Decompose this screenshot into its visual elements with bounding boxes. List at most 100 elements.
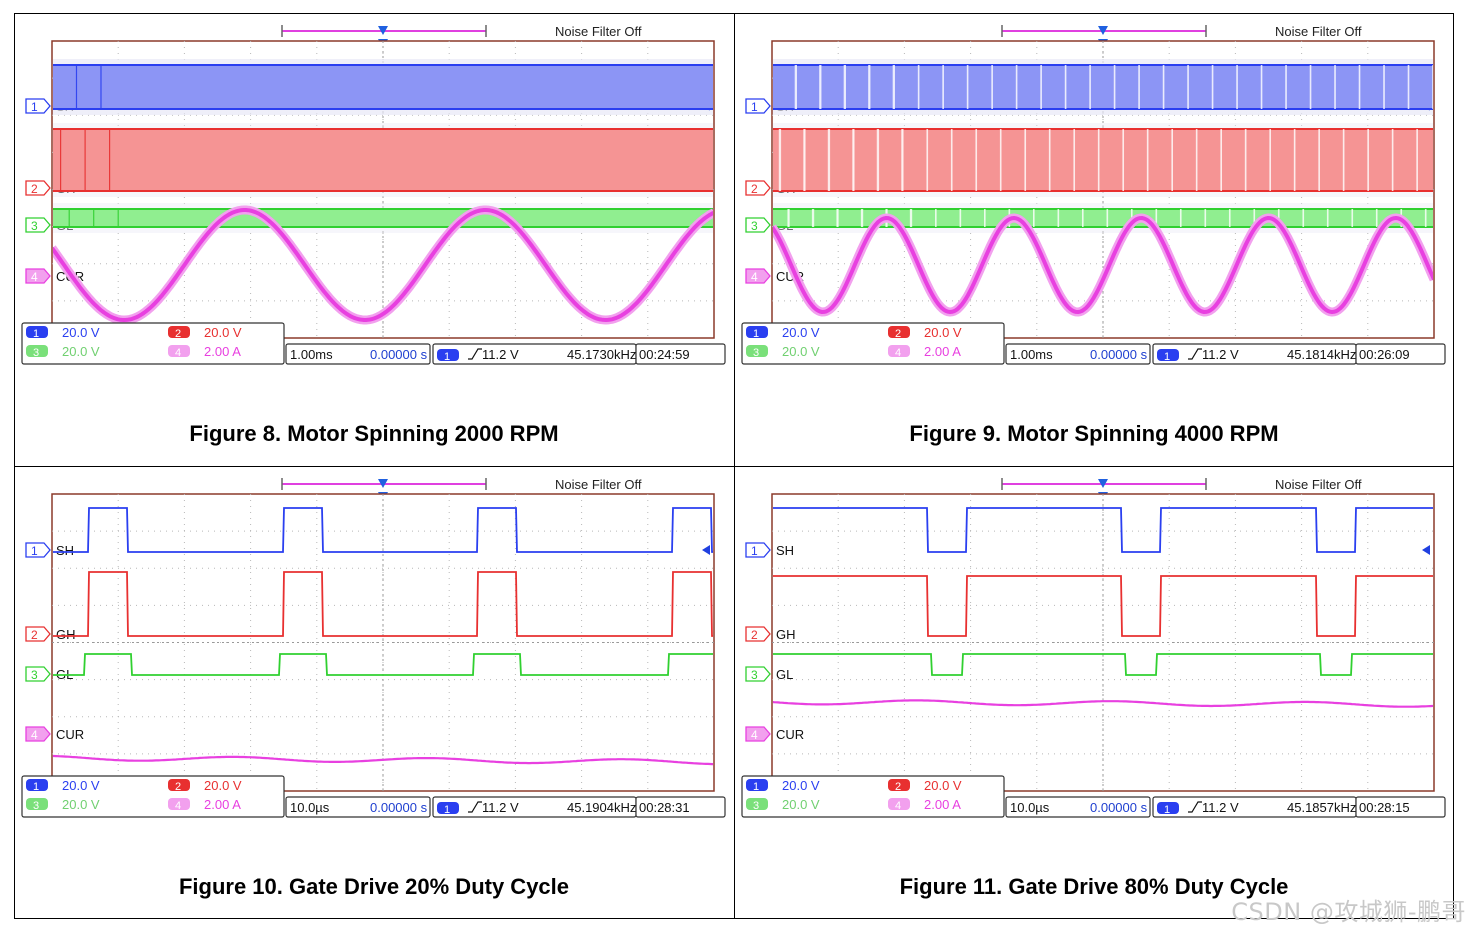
channel-scale-value: 20.0 V bbox=[62, 325, 100, 340]
channel-ground-marker bbox=[25, 726, 51, 742]
channel-badge bbox=[168, 345, 190, 357]
channel-ground-marker bbox=[745, 666, 771, 682]
timebase-div: 1.00ms bbox=[290, 347, 333, 362]
current-ripple-trace bbox=[53, 754, 713, 766]
channel-badge bbox=[746, 779, 768, 791]
trigger-position-marker-icon bbox=[378, 26, 388, 35]
channel-scale-value: 20.0 V bbox=[782, 325, 820, 340]
trigger-level: 11.2 V bbox=[482, 347, 519, 362]
channel-badge bbox=[746, 798, 768, 810]
channel-scale-panel bbox=[741, 322, 1005, 365]
trigger-channel-badge bbox=[437, 802, 459, 814]
channel-ground-marker bbox=[25, 268, 51, 284]
figure-caption: Figure 10. Gate Drive 20% Duty Cycle bbox=[178, 874, 570, 899]
channel-badge bbox=[168, 798, 190, 810]
channel-marker-number: 3 bbox=[31, 219, 38, 233]
pwm-band bbox=[773, 129, 1433, 191]
channel-marker-number: 2 bbox=[751, 182, 758, 196]
noise-filter-status: Noise Filter Off bbox=[1275, 477, 1362, 492]
waveform-traces bbox=[773, 59, 1433, 317]
channel-marker-number: 4 bbox=[31, 270, 38, 284]
grid-divider-horizontal bbox=[15, 466, 1453, 467]
channel-marker-number: 1 bbox=[751, 100, 758, 114]
timebase-panel bbox=[285, 343, 431, 365]
channel-marker-number: 3 bbox=[31, 668, 38, 682]
timebase-position: 0.00000 s bbox=[1090, 800, 1148, 815]
channel-scale-value: 20.0 V bbox=[62, 778, 100, 793]
timebase-position: 0.00000 s bbox=[1090, 347, 1148, 362]
channel-badge-number: 4 bbox=[175, 347, 181, 359]
trigger-frequency: 45.1814kHz bbox=[1287, 347, 1356, 362]
channel-scale-value: 20.0 V bbox=[782, 344, 820, 359]
waveform-traces bbox=[53, 507, 713, 766]
channel-badge-number: 3 bbox=[33, 347, 39, 359]
figure-caption: Figure 8. Motor Spinning 2000 RPM bbox=[189, 421, 559, 446]
timebase-panel bbox=[285, 796, 431, 818]
channel-scale-value: 2.00 A bbox=[924, 344, 961, 359]
channel-label: CUR bbox=[776, 727, 804, 742]
clock-panel bbox=[1355, 343, 1446, 365]
current-sine-trace bbox=[53, 208, 713, 322]
trigger-level: 11.2 V bbox=[482, 800, 519, 815]
clock-time: 00:26:09 bbox=[1359, 347, 1410, 362]
timebase-div: 10.0µs bbox=[1010, 800, 1050, 815]
timebase-div: 1.00ms bbox=[1010, 347, 1053, 362]
channel-scale-value: 20.0 V bbox=[924, 778, 962, 793]
trigger-frequency: 45.1904kHz bbox=[567, 800, 636, 815]
timebase-panel bbox=[1005, 343, 1151, 365]
noise-filter-status: Noise Filter Off bbox=[555, 24, 642, 39]
figure-caption: Figure 11. Gate Drive 80% Duty Cycle bbox=[899, 874, 1289, 899]
channel-badge bbox=[26, 345, 48, 357]
trigger-position-marker-icon bbox=[1098, 26, 1108, 35]
trigger-frequency: 45.1730kHz bbox=[567, 347, 636, 362]
channel-marker-number: 1 bbox=[31, 100, 38, 114]
clock-time: 00:28:31 bbox=[639, 800, 690, 815]
channel-badge bbox=[168, 326, 190, 338]
figure-11-cell: Noise Filter Off 1 SH 2 GH 3 GL 4 CUR 1 20.0 V 2 20.… bbox=[734, 466, 1454, 919]
trigger-channel-number: 1 bbox=[444, 351, 450, 363]
clock-panel bbox=[635, 796, 726, 818]
clock-panel bbox=[635, 343, 726, 365]
timebase-div: 10.0µs bbox=[290, 800, 330, 815]
rising-edge-icon bbox=[1188, 801, 1202, 813]
trigger-level: 11.2 V bbox=[1202, 347, 1239, 362]
channel-ground-marker bbox=[745, 217, 771, 233]
scope-screenshot-fig11: Noise Filter Off 1 SH 2 GH 3 GL 4 CUR 1 20.0 V 2 20.… bbox=[741, 477, 1446, 818]
rising-edge-icon bbox=[1188, 348, 1202, 360]
channel-badge bbox=[168, 779, 190, 791]
channel-ground-marker bbox=[25, 180, 51, 196]
channel-badge bbox=[888, 326, 910, 338]
channel-ground-marker bbox=[745, 726, 771, 742]
channel-marker-number: 1 bbox=[751, 544, 758, 558]
channel-marker-number: 4 bbox=[31, 728, 38, 742]
watermark: CSDN @攻城狮-鹏哥 bbox=[1231, 898, 1466, 926]
channel-badge-number: 3 bbox=[753, 800, 759, 812]
channel-marker-number: 1 bbox=[31, 544, 38, 558]
timebase-panel bbox=[1005, 796, 1151, 818]
channel-badge-number: 4 bbox=[175, 800, 181, 812]
channel-label: SH bbox=[56, 543, 74, 558]
pwm-band bbox=[53, 129, 713, 191]
trigger-level-marker-icon bbox=[702, 545, 710, 555]
channel-scale-panel bbox=[741, 775, 1005, 818]
clock-time: 00:24:59 bbox=[639, 347, 690, 362]
channel-badge bbox=[888, 779, 910, 791]
channel-scale-panel bbox=[21, 322, 285, 365]
noise-filter-status: Noise Filter Off bbox=[555, 477, 642, 492]
channel-scale-value: 20.0 V bbox=[782, 778, 820, 793]
channel-badge-number: 2 bbox=[895, 781, 901, 793]
channel-badge-number: 1 bbox=[33, 328, 39, 340]
trigger-channel-badge bbox=[437, 349, 459, 361]
channel-marker-number: 2 bbox=[31, 628, 38, 642]
gh-trace bbox=[53, 571, 713, 637]
gh-trace bbox=[773, 575, 1433, 637]
pwm-band bbox=[53, 209, 713, 227]
channel-label: GL bbox=[776, 667, 793, 682]
channel-ground-marker bbox=[745, 626, 771, 642]
channel-ground-marker bbox=[25, 98, 51, 114]
waveform-traces bbox=[773, 507, 1433, 708]
